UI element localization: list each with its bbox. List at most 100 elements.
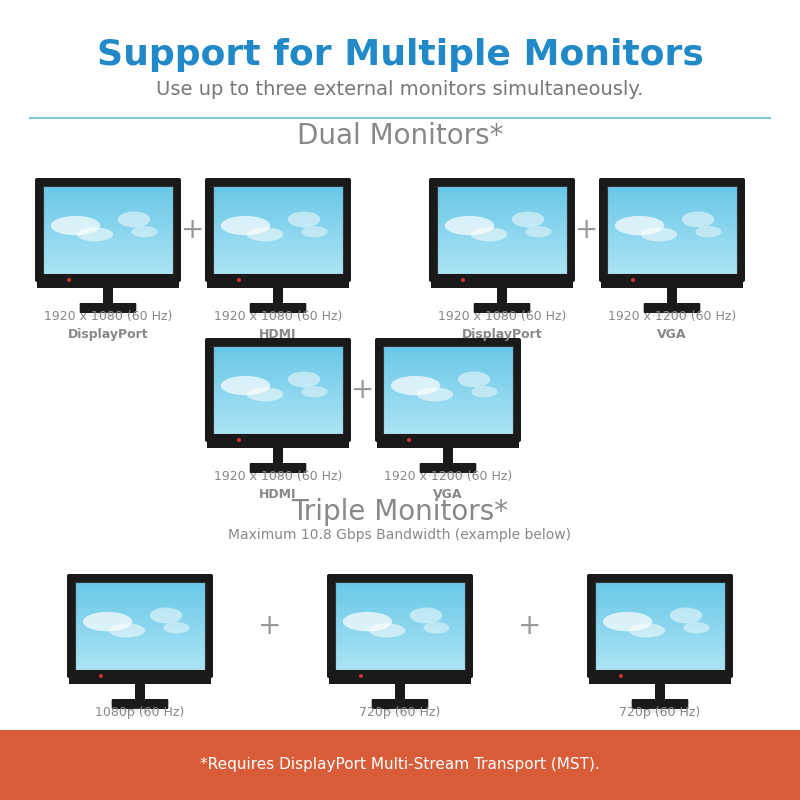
Bar	[595, 582, 725, 670]
Bar	[383, 379, 513, 382]
Bar	[75, 622, 205, 624]
Bar	[595, 661, 725, 664]
Ellipse shape	[246, 387, 283, 402]
Bar	[75, 593, 205, 596]
Ellipse shape	[256, 313, 300, 318]
Bar	[43, 197, 173, 200]
Bar	[607, 230, 737, 233]
Text: DisplayPort: DisplayPort	[462, 328, 542, 341]
Bar	[213, 410, 343, 413]
Bar	[43, 222, 173, 224]
Bar	[213, 363, 343, 366]
Bar	[383, 418, 513, 422]
Bar	[213, 412, 343, 414]
Bar	[213, 418, 343, 422]
Bar	[213, 202, 343, 204]
Bar	[213, 197, 343, 200]
Bar	[213, 212, 343, 215]
Bar	[213, 243, 343, 246]
Bar	[437, 266, 567, 268]
Bar	[43, 237, 173, 239]
Bar	[335, 643, 465, 646]
Bar	[595, 637, 725, 640]
Bar	[213, 430, 343, 432]
Bar	[43, 266, 173, 268]
Bar	[607, 272, 737, 274]
FancyBboxPatch shape	[420, 463, 476, 473]
Bar	[595, 595, 725, 598]
Bar	[589, 670, 731, 684]
Bar	[595, 610, 725, 614]
Ellipse shape	[343, 612, 392, 631]
Bar	[43, 208, 173, 210]
Text: HDMI: HDMI	[259, 488, 297, 501]
Bar	[213, 217, 343, 219]
Bar	[595, 639, 725, 642]
Bar	[213, 272, 343, 274]
Bar	[213, 383, 343, 386]
Bar	[437, 190, 567, 193]
FancyBboxPatch shape	[474, 303, 530, 313]
Bar	[607, 223, 737, 226]
Bar	[607, 193, 737, 195]
Bar	[335, 582, 465, 585]
Bar	[437, 267, 567, 270]
Text: 1080p (60 Hz): 1080p (60 Hz)	[95, 706, 185, 719]
Bar	[43, 248, 173, 250]
Bar	[213, 377, 343, 379]
Text: Support for Multiple Monitors: Support for Multiple Monitors	[97, 38, 703, 72]
Bar	[213, 374, 343, 378]
Bar	[75, 590, 205, 594]
Bar	[607, 226, 737, 228]
Bar	[213, 241, 343, 244]
FancyBboxPatch shape	[80, 303, 136, 313]
Bar	[607, 204, 737, 206]
Bar	[43, 226, 173, 228]
Bar	[43, 241, 173, 244]
Bar	[607, 252, 737, 254]
Bar	[75, 618, 205, 620]
Ellipse shape	[302, 386, 327, 398]
Bar	[437, 226, 567, 228]
Bar	[595, 659, 725, 662]
Bar	[383, 377, 513, 379]
Bar	[213, 232, 343, 235]
Bar	[213, 401, 343, 404]
Bar	[213, 256, 343, 259]
Bar	[75, 606, 205, 609]
Bar	[437, 188, 567, 191]
Bar	[75, 624, 205, 626]
Text: Dual Monitors*: Dual Monitors*	[297, 122, 503, 150]
Ellipse shape	[221, 376, 270, 395]
Bar	[335, 593, 465, 596]
Bar	[75, 615, 205, 618]
Bar	[213, 254, 343, 257]
Bar	[595, 668, 725, 670]
Bar	[213, 210, 343, 213]
Bar	[213, 186, 343, 189]
Bar	[43, 210, 173, 213]
FancyBboxPatch shape	[587, 574, 733, 678]
Bar	[595, 584, 725, 587]
Bar	[383, 363, 513, 366]
Text: 720p (60 Hz): 720p (60 Hz)	[619, 706, 701, 719]
Bar	[43, 261, 173, 263]
Bar	[383, 416, 513, 419]
Bar	[75, 653, 205, 655]
Bar	[75, 626, 205, 629]
Bar	[595, 630, 725, 633]
Bar	[213, 228, 343, 230]
Ellipse shape	[221, 216, 270, 235]
Bar	[437, 197, 567, 200]
Bar	[437, 210, 567, 213]
Bar	[383, 383, 513, 386]
Bar	[431, 274, 573, 288]
Bar	[43, 219, 173, 222]
Bar	[595, 606, 725, 609]
Bar	[437, 202, 567, 204]
Bar	[213, 223, 343, 226]
Bar	[213, 194, 343, 198]
Bar	[75, 589, 205, 591]
Bar	[213, 267, 343, 270]
Bar	[383, 350, 513, 353]
